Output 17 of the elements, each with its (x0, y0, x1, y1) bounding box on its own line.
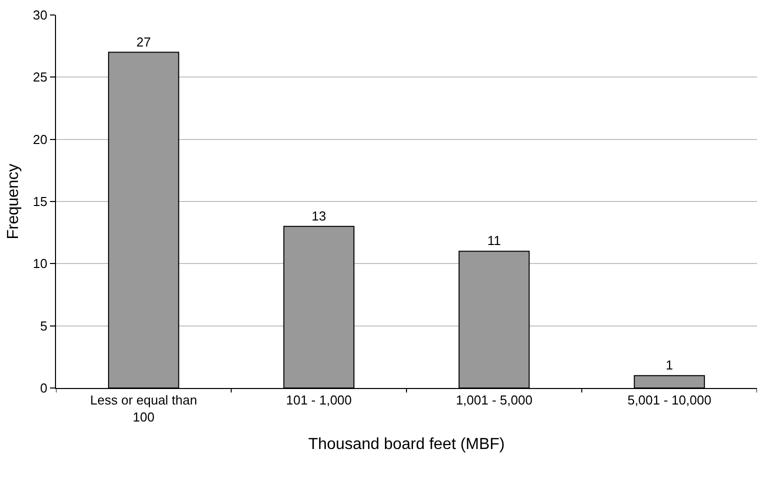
y-tick-label: 25 (32, 70, 48, 85)
y-tick-label: 5 (40, 318, 48, 334)
y-tick-label: 10 (32, 256, 48, 272)
data-label: 13 (312, 208, 326, 224)
y-axis-title: Frequency (4, 164, 22, 240)
x-tick-label: 1,001 - 5,000 (456, 392, 532, 408)
data-label: 27 (136, 34, 151, 50)
x-tick-label: 5,001 - 10,000 (627, 392, 712, 408)
data-label: 1 (666, 358, 673, 373)
x-tick-label: 101 - 1,000 (286, 392, 352, 408)
y-tick-label: 30 (32, 8, 48, 23)
y-tick-label: 20 (32, 132, 48, 147)
y-tick-label: 0 (40, 380, 48, 396)
x-axis-title: Thousand board feet (MBF) (308, 436, 505, 454)
y-tick-label: 15 (32, 194, 48, 210)
data-label: 11 (487, 233, 501, 248)
x-tick-label: Less or equal than 100 (90, 392, 198, 424)
